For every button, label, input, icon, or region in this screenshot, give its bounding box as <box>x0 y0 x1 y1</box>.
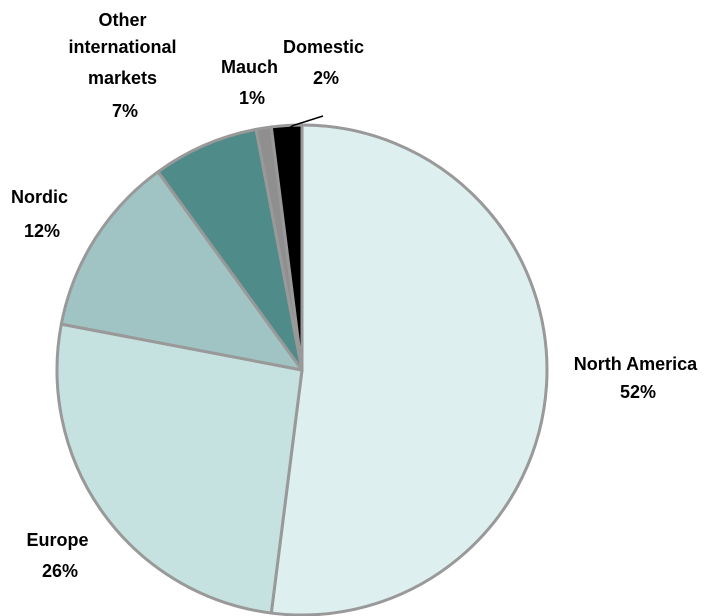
leader-lines <box>286 115 324 131</box>
label-other-international-name-1: Other <box>98 10 146 30</box>
label-north-america-value: 52% <box>620 382 656 402</box>
pie-slice-europe <box>55 322 304 615</box>
label-domestic-name: Domestic <box>283 37 364 57</box>
label-other-international-value: 7% <box>112 101 138 121</box>
label-nordic-name: Nordic <box>11 187 68 207</box>
label-europe: Europe 26% <box>26 530 93 581</box>
label-north-america-name: North America <box>574 354 698 374</box>
label-north-america: North America 52% <box>574 354 702 402</box>
label-domestic-value: 2% <box>313 68 339 88</box>
label-domestic: Domestic 2% <box>283 37 369 88</box>
label-europe-value: 26% <box>42 561 78 581</box>
label-other-international-name-2: international <box>68 37 176 57</box>
pie-slices <box>55 123 549 616</box>
label-mauch-name: Mauch <box>221 57 278 77</box>
pie-slice-domestic <box>269 123 304 372</box>
label-nordic: Nordic 12% <box>11 187 73 241</box>
pie-slice-other-international-markets <box>156 127 304 372</box>
label-mauch: Mauch 1% <box>221 57 283 108</box>
label-europe-name: Europe <box>26 530 88 550</box>
leader-line-domestic <box>286 115 324 131</box>
label-nordic-value: 12% <box>24 221 60 241</box>
pie-slice-nordic <box>59 170 304 372</box>
pie-slice-north-america <box>269 123 549 616</box>
label-other-international-name-3: markets <box>88 68 157 88</box>
label-mauch-value: 1% <box>239 88 265 108</box>
label-other-international: Other international markets 7% <box>68 10 181 121</box>
